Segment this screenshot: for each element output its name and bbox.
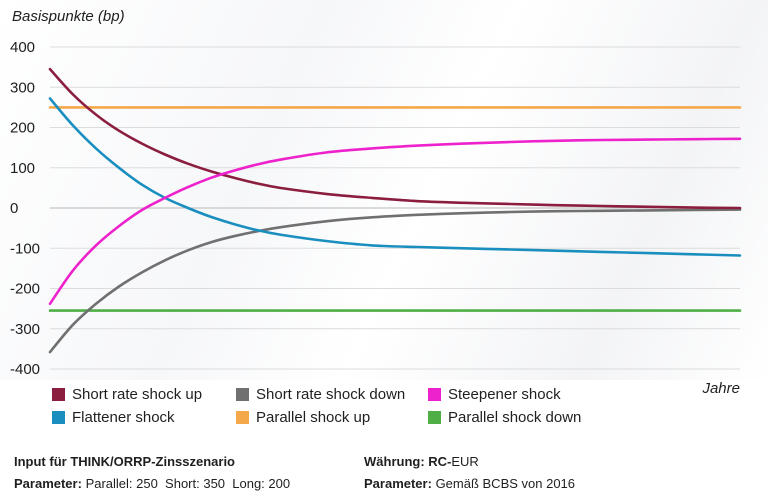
legend-label: Flattener shock bbox=[72, 409, 175, 426]
footer-currency-value: EUR bbox=[451, 453, 479, 469]
y-tick-label: 400 bbox=[10, 39, 35, 56]
footer-parameters-label: Parameter: bbox=[14, 475, 82, 491]
footer-input-title: Input für THINK/ORRP-Zinsszenario bbox=[14, 453, 235, 469]
legend-swatch bbox=[52, 388, 65, 401]
y-tick-label: -200 bbox=[10, 281, 40, 298]
y-tick-label: 200 bbox=[10, 120, 35, 137]
legend-item: Steepener shock bbox=[428, 386, 628, 403]
legend-swatch bbox=[236, 411, 249, 424]
legend-label: Parallel shock up bbox=[256, 409, 371, 426]
footer: Input für THINK/ORRP-Zinsszenario Währun… bbox=[14, 450, 754, 494]
chart-background bbox=[0, 0, 768, 380]
x-axis-label: Jahre bbox=[702, 380, 740, 397]
y-tick-label: -300 bbox=[10, 321, 40, 338]
y-tick-label: -400 bbox=[10, 361, 40, 378]
legend-item: Parallel shock down bbox=[428, 409, 628, 426]
line-chart: 400 300 200 100 0 -100 -200 -300 -400 bbox=[10, 39, 742, 378]
footer-currency-label: Währung: RC- bbox=[364, 453, 452, 469]
legend-swatch bbox=[236, 388, 249, 401]
y-tick-label: -100 bbox=[10, 240, 40, 257]
series-line-short-rate-shock-down bbox=[48, 208, 742, 354]
series-line-steepener-shock bbox=[48, 137, 742, 306]
y-tick-label: 300 bbox=[10, 79, 35, 96]
legend-item: Short rate shock up bbox=[52, 386, 236, 403]
footer-currency: Währung: RC-EUR bbox=[364, 454, 744, 469]
legend-item: Parallel shock up bbox=[236, 409, 428, 426]
legend-swatch bbox=[428, 388, 441, 401]
legend-swatch bbox=[428, 411, 441, 424]
series-line-flattener-shock bbox=[48, 97, 742, 257]
footer-parameters-right-label: Parameter: bbox=[364, 475, 432, 491]
legend-item: Short rate shock down bbox=[236, 386, 428, 403]
series-line-short-rate-shock-up bbox=[48, 67, 742, 210]
y-tick-label: 0 bbox=[10, 200, 18, 217]
legend-swatch bbox=[52, 411, 65, 424]
y-axis-label: Basispunkte (bp) bbox=[12, 8, 125, 25]
footer-parameters-right-value: Gemäß BCBS von 2016 bbox=[435, 475, 576, 491]
y-tick-label: 100 bbox=[10, 160, 35, 177]
footer-parameters-right: Parameter: Gemäß BCBS von 2016 bbox=[364, 476, 744, 491]
legend-label: Steepener shock bbox=[448, 386, 561, 403]
legend-label: Short rate shock down bbox=[256, 386, 406, 403]
legend: Short rate shock up Short rate shock down… bbox=[52, 386, 692, 426]
y-tick-labels: 400 300 200 100 0 -100 -200 -300 -400 bbox=[10, 39, 40, 378]
gridlines bbox=[50, 46, 740, 370]
legend-label: Short rate shock up bbox=[72, 386, 203, 403]
series-lines bbox=[48, 67, 742, 354]
legend-label: Parallel shock down bbox=[448, 409, 582, 426]
footer-parameters-value: Parallel: 250 Short: 350 Long: 200 bbox=[85, 475, 291, 491]
footer-parameters-left: Parameter: Parallel: 250 Short: 350 Long… bbox=[14, 476, 364, 491]
legend-item: Flattener shock bbox=[52, 409, 236, 426]
